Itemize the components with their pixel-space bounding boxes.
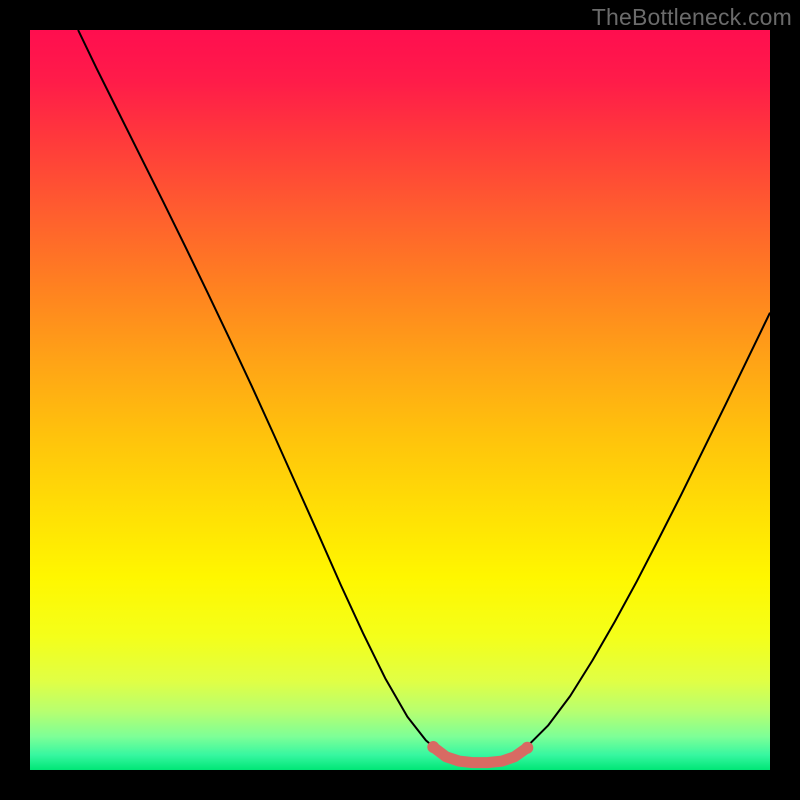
chart-container: TheBottleneck.com (0, 0, 800, 800)
plot-area (30, 30, 770, 770)
main-curve (78, 30, 770, 763)
curve-layer (30, 30, 770, 770)
band-start-dot (427, 741, 439, 753)
band-end-dot (521, 742, 533, 754)
watermark-text: TheBottleneck.com (592, 4, 792, 31)
optimal-range-band (433, 747, 527, 763)
